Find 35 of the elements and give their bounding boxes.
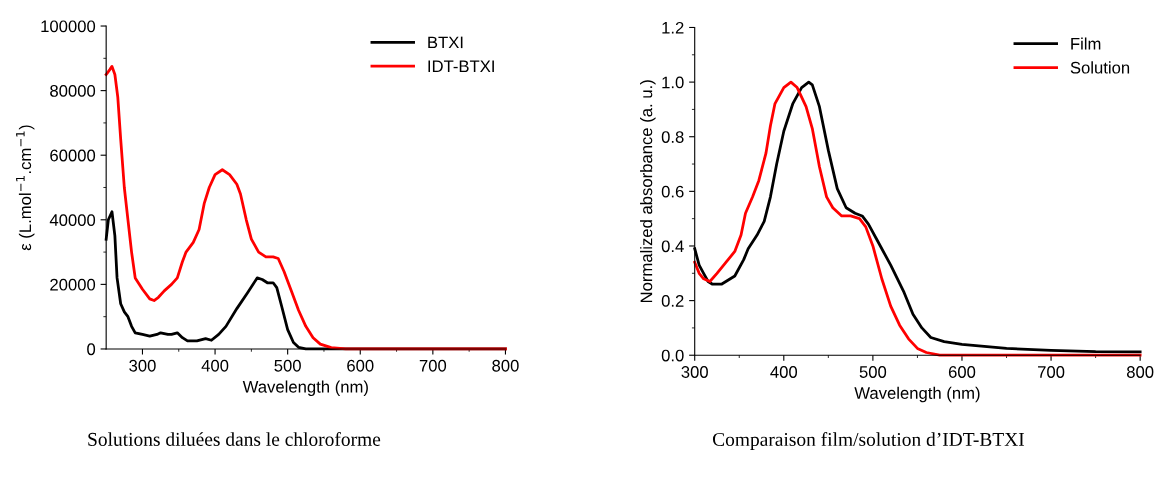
y-tick-label: 100000 — [41, 20, 96, 33]
x-tick-label: 500 — [274, 359, 301, 372]
x-tick-label: 300 — [681, 366, 708, 378]
x-axis-title: Wavelength (nm) — [854, 386, 980, 403]
y-tick-label: 80000 — [50, 85, 96, 97]
legend-label: BTXI — [428, 36, 463, 49]
x-tick-label: 700 — [1038, 366, 1065, 378]
y-tick-label: 0.6 — [661, 185, 684, 198]
x-tick-label: 400 — [201, 359, 229, 372]
x-tick-label: 600 — [347, 359, 374, 372]
y-tick-label: 60000 — [50, 149, 96, 162]
y-tick-label: 40000 — [49, 214, 96, 226]
text: Comparaison film/solution d’IDT-BTXI — [712, 432, 1025, 450]
x-tick-label: 500 — [859, 366, 887, 378]
x-axis-title: Wavelength (nm) — [242, 380, 368, 397]
y-axis-title: ε (L.mol$^{−1}$.cm$^{−1}$) — [16, 125, 35, 251]
legend-label: IDT-BTXI — [428, 60, 494, 72]
y-tick-label: 20000 — [50, 278, 96, 291]
y-tick-label: 1.2 — [662, 21, 684, 34]
x-tick-label: 800 — [492, 359, 519, 372]
x-tick-label: 800 — [1126, 366, 1154, 378]
x-tick-label: 300 — [129, 359, 156, 372]
x-tick-label: 400 — [770, 366, 798, 378]
y-tick-label: 1.0 — [662, 76, 684, 89]
y-tick-label: 0.2 — [661, 295, 684, 307]
text: Solutions diluées dans le chloroforme — [88, 432, 381, 446]
legend-label: Solution — [1070, 61, 1130, 74]
x-tick-label: 700 — [419, 359, 447, 372]
legend-label: Film — [1071, 37, 1101, 50]
y-tick-label: 0.0 — [661, 349, 684, 362]
y-tick-label: 0 — [87, 343, 96, 356]
y-tick-label: 0.8 — [661, 131, 684, 143]
x-tick-label: 600 — [948, 366, 976, 378]
y-axis-title: Normalized absorbance (a. u.) — [640, 80, 656, 303]
y-tick-label: 0.4 — [661, 240, 684, 253]
